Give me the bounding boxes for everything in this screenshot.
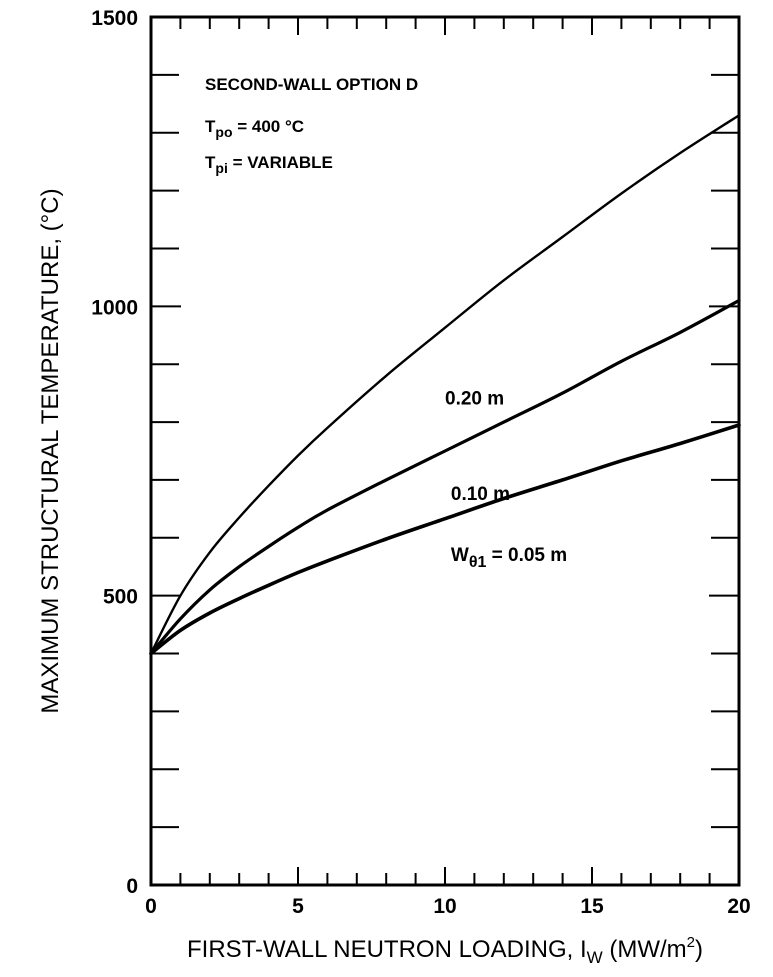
x-axis-title-close: ) xyxy=(695,936,703,963)
annotation-block: SECOND-WALL OPTION D Tpo = 400 °C Tpi = … xyxy=(205,75,418,176)
x-axis-title-sub: W xyxy=(587,948,603,967)
series-label-2: 0.10 m xyxy=(451,484,510,505)
annotation-tpo-sub: po xyxy=(215,124,232,140)
x-axis-title: FIRST-WALL NEUTRON LOADING, IW (MW/m2) xyxy=(187,934,703,967)
x-axis-title-main: FIRST-WALL NEUTRON LOADING, I xyxy=(187,936,587,963)
x-tick-label: 10 xyxy=(433,895,456,918)
annotation-tpi-sub: pi xyxy=(215,160,227,176)
x-tick-label: 15 xyxy=(580,895,604,918)
x-tick-label: 0 xyxy=(145,895,157,918)
y-axis-title: MAXIMUM STRUCTURAL TEMPERATURE, (°C) xyxy=(37,188,64,713)
series-label-3: Wθ1 = 0.05 m xyxy=(451,545,567,571)
annotation-tpo-rest: = 400 °C xyxy=(233,117,305,136)
series-label-1: 0.20 m xyxy=(445,389,504,410)
series-line-2 xyxy=(149,298,741,656)
ticks xyxy=(150,16,740,886)
annotation-tpi-rest: = VARIABLE xyxy=(228,153,333,172)
curve-labels: 0.20 m 0.10 m Wθ1 = 0.05 m xyxy=(445,389,567,571)
annotation-option: SECOND-WALL OPTION D xyxy=(205,75,418,94)
x-tick-label: 20 xyxy=(727,895,750,918)
y-tick-label: 0 xyxy=(126,875,138,898)
x-axis-title-units: (MW/m xyxy=(603,936,687,963)
tick-labels: 0 5 10 15 20 0 500 1000 1500 xyxy=(91,7,750,918)
y-tick-label: 500 xyxy=(103,586,138,609)
series-line-3 xyxy=(149,423,741,656)
curves xyxy=(149,114,741,656)
y-tick-label: 1500 xyxy=(91,7,138,30)
y-tick-label: 1000 xyxy=(91,296,138,319)
annotation-tpi-main: T xyxy=(205,153,216,172)
annotation-tpo-main: T xyxy=(205,117,216,136)
x-axis-title-sup: 2 xyxy=(687,934,695,951)
annotation-tpi: Tpi = VARIABLE xyxy=(205,153,333,176)
x-tick-label: 5 xyxy=(292,895,304,918)
annotation-tpo: Tpo = 400 °C xyxy=(205,117,304,140)
series-line-1 xyxy=(149,114,741,655)
